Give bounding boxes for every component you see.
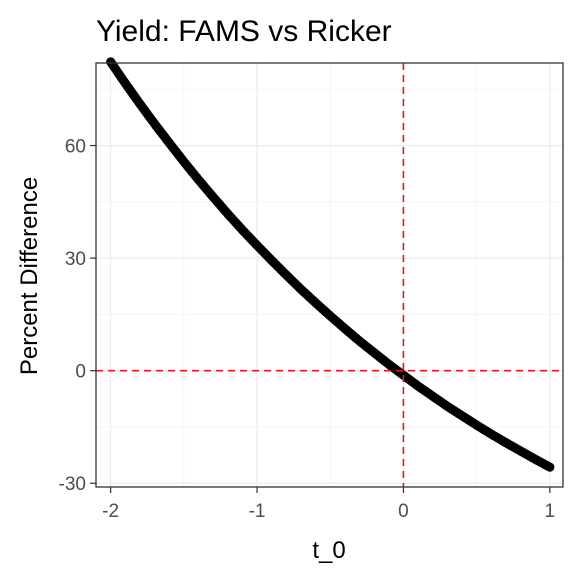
plot-area: -2 -1 0 1 -30 0 30 60	[59, 57, 564, 522]
y-tick-label: 60	[65, 137, 86, 158]
y-tick-label: 0	[75, 362, 86, 383]
x-tick-label: 1	[545, 501, 556, 522]
x-tick-label: -2	[102, 501, 119, 522]
x-axis-title: t_0	[312, 537, 345, 564]
y-tick-label: 30	[65, 249, 86, 270]
chart-title: Yield: FAMS vs Ricker	[96, 15, 392, 48]
x-tick-label: 0	[398, 501, 409, 522]
y-tick-label: -30	[59, 474, 86, 495]
plot-panel-border	[95, 62, 564, 488]
x-tick-label: -1	[249, 501, 266, 522]
y-axis-title: Percent Difference	[16, 177, 43, 375]
data-point	[545, 462, 555, 472]
